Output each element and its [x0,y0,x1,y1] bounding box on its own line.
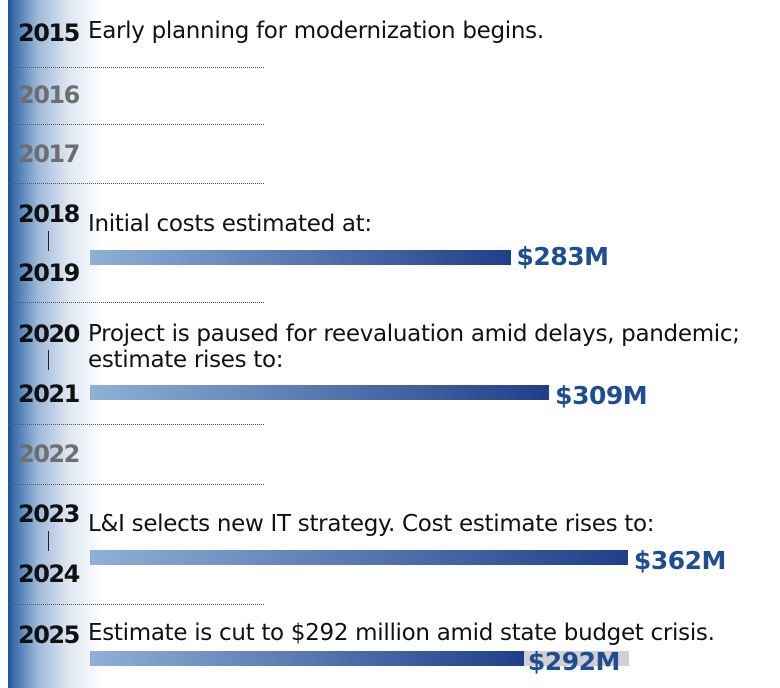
cost-bar-2023-2024 [90,550,628,565]
year-label: 2018 [18,200,80,228]
year-label: 2020 [18,320,80,348]
event-text-line: estimate rises to: [88,347,284,373]
year-end-label: 2019 [18,259,80,287]
row-separator [8,183,264,184]
cost-amount-label: $283M [516,242,609,271]
row-separator [8,302,264,303]
cost-bar-2018-2019 [90,250,511,265]
cost-amount-label: $292M [527,647,620,676]
cost-amount-label: $362M [633,546,726,575]
year-label: 2022 [18,440,80,468]
event-text: Estimate is cut to $292 million amid sta… [88,620,715,646]
year-range-connector [48,350,49,370]
year-label: 2025 [18,621,80,649]
cost-bar-2020-2021 [90,385,550,400]
event-text: Early planning for modernization begins. [88,18,544,44]
year-end-label: 2024 [18,560,80,588]
row-separator [8,484,264,485]
row-separator [8,604,264,605]
cost-bar-2025 [90,651,524,666]
year-range-connector [48,531,49,551]
row-separator [8,67,264,68]
timeline-spine [8,0,103,688]
year-label: 2015 [18,19,80,47]
year-label: 2016 [18,81,80,109]
row-separator [8,124,264,125]
cost-amount-label: $309M [555,381,648,410]
event-text-line: Project is paused for reevaluation amid … [88,321,740,347]
event-text: Initial costs estimated at: [88,211,372,237]
year-end-label: 2021 [18,380,80,408]
year-label: 2017 [18,140,80,168]
row-separator [8,424,264,425]
year-label: 2023 [18,500,80,528]
event-text: L&I selects new IT strategy. Cost estima… [88,511,655,537]
event-text: Project is paused for reevaluation amid … [88,321,740,373]
year-range-connector [48,231,49,251]
